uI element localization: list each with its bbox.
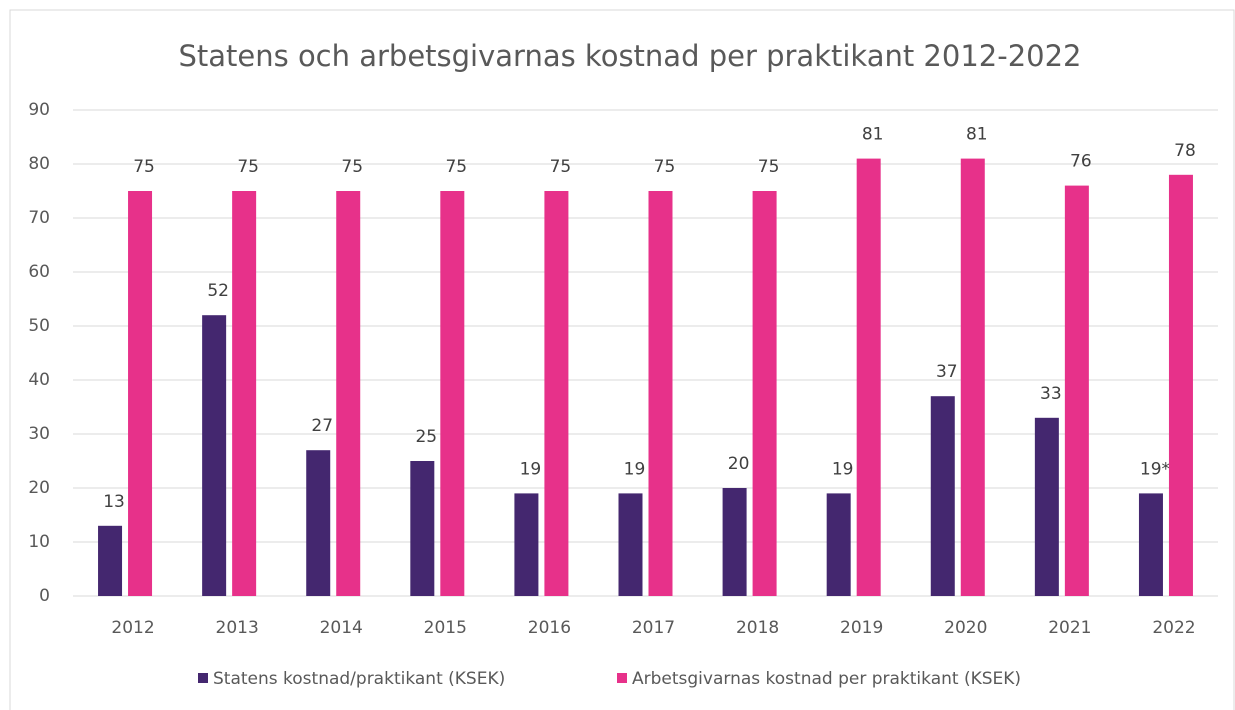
data-label: 75 (654, 157, 676, 177)
bar (544, 191, 569, 596)
x-tick-label: 2021 (1048, 618, 1091, 638)
bar (752, 191, 777, 596)
data-label: 37 (936, 362, 958, 382)
x-tick-label: 2018 (736, 618, 779, 638)
data-label: 75 (237, 157, 259, 177)
x-tick-label: 2017 (632, 618, 675, 638)
data-label: 27 (311, 416, 333, 436)
data-label: 75 (341, 157, 363, 177)
y-tick-label: 70 (28, 208, 50, 228)
data-label: 33 (1040, 384, 1062, 404)
bar (232, 191, 257, 596)
y-tick-label: 20 (28, 478, 50, 498)
data-label: 75 (758, 157, 780, 177)
legend-swatch (198, 673, 208, 683)
data-label: 81 (862, 125, 884, 145)
data-label: 75 (445, 157, 467, 177)
y-tick-label: 0 (39, 586, 50, 606)
data-label: 25 (415, 427, 437, 447)
data-label: 13 (103, 492, 125, 512)
x-tick-label: 2019 (840, 618, 883, 638)
data-label: 52 (207, 281, 229, 301)
bar (440, 191, 465, 596)
x-tick-label: 2012 (111, 618, 154, 638)
bar (722, 488, 747, 596)
legend-label: Arbetsgivarnas kostnad per praktikant (K… (632, 669, 1021, 689)
x-tick-label: 2015 (424, 618, 467, 638)
legend-label: Statens kostnad/praktikant (KSEK) (213, 669, 505, 689)
bar (1034, 417, 1059, 596)
bar (202, 315, 227, 596)
bar (410, 461, 435, 596)
data-label: 81 (966, 125, 988, 145)
data-label: 20 (728, 454, 750, 474)
chart-title: Statens och arbetsgivarnas kostnad per p… (178, 39, 1081, 73)
x-tick-label: 2020 (944, 618, 987, 638)
bar (128, 191, 153, 596)
chart-border (9, 9, 1235, 710)
data-label: 19 (624, 459, 646, 479)
data-label: 75 (550, 157, 572, 177)
data-label: 78 (1174, 141, 1196, 161)
data-label: 19 (520, 459, 542, 479)
x-tick-label: 2016 (528, 618, 571, 638)
bar (930, 396, 955, 596)
bar (306, 450, 331, 596)
x-tick-label: 2013 (216, 618, 259, 638)
bar (826, 493, 851, 596)
y-tick-label: 50 (28, 316, 50, 336)
y-tick-label: 90 (28, 100, 50, 120)
x-tick-label: 2014 (320, 618, 363, 638)
y-tick-label: 60 (28, 262, 50, 282)
bar (856, 158, 881, 596)
bar (1168, 174, 1193, 597)
x-tick-label: 2022 (1152, 618, 1195, 638)
data-label: 75 (133, 157, 155, 177)
bar (648, 191, 673, 596)
data-label: 19* (1140, 459, 1170, 479)
data-label: 76 (1070, 152, 1092, 172)
bar (618, 493, 643, 596)
bar (98, 525, 123, 596)
bar (336, 191, 361, 596)
legend-swatch (617, 673, 627, 683)
bar (1138, 493, 1163, 596)
bar (514, 493, 539, 596)
bar (1064, 185, 1089, 596)
y-tick-label: 80 (28, 154, 50, 174)
y-tick-label: 40 (28, 370, 50, 390)
data-label: 19 (832, 459, 854, 479)
bar (960, 158, 985, 596)
y-tick-label: 10 (28, 532, 50, 552)
y-tick-label: 30 (28, 424, 50, 444)
